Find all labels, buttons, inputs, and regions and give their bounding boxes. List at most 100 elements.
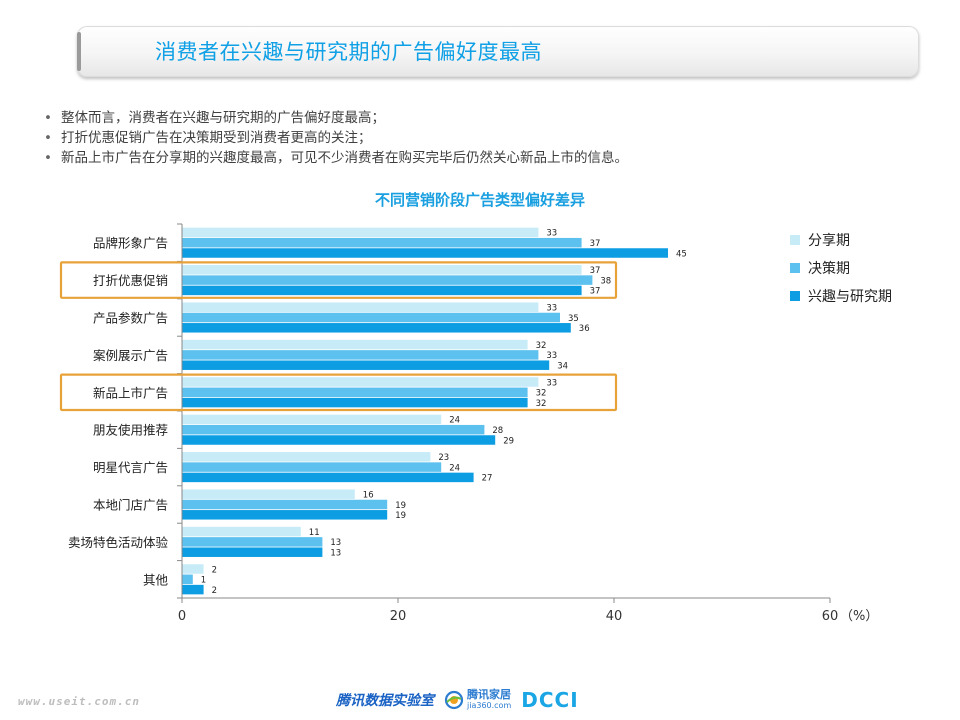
x-axis-unit: （%）	[840, 609, 878, 624]
bar	[182, 397, 528, 408]
legend-label: 分享期	[808, 233, 850, 249]
bar	[182, 237, 582, 248]
bar	[182, 435, 496, 445]
legend-swatch	[790, 263, 800, 273]
bar	[182, 265, 582, 275]
legend-item: 分享期	[790, 226, 892, 254]
summary-bullets: 整体而言，消费者在兴趣与研究期的广告偏好度最高； 打折优惠促销广告在决策期受到消…	[44, 108, 628, 168]
bar	[182, 302, 539, 312]
highlight-box	[59, 373, 618, 412]
title-bar	[77, 26, 919, 77]
bar	[182, 489, 355, 499]
bullet-item: 新品上市广告在分享期的兴趣度最高，可见不少消费者在购买完毕后仍然关心新品上市的信…	[44, 148, 628, 168]
category-label: 明星代言广告	[93, 460, 168, 475]
bar	[182, 574, 193, 585]
category-label: 新品上市广告	[93, 385, 168, 400]
data-label: 38	[600, 276, 611, 286]
page-title: 消费者在兴趣与研究期的广告偏好度最高	[155, 40, 542, 64]
bar	[182, 472, 474, 483]
bar	[182, 547, 323, 557]
data-label: 23	[438, 453, 449, 463]
data-label: 32	[536, 399, 547, 409]
data-label: 2	[212, 586, 217, 596]
legend-item: 兴趣与研究期	[790, 282, 892, 310]
bullet-item: 打折优惠促销广告在决策期受到消费者更高的关注；	[44, 128, 628, 148]
bar	[182, 526, 301, 537]
bar	[182, 360, 550, 370]
category-label: 其他	[143, 572, 169, 587]
legend-swatch	[790, 235, 800, 245]
bar	[182, 227, 539, 238]
bar	[182, 564, 204, 574]
bar	[182, 584, 204, 595]
legend-swatch	[790, 291, 800, 301]
data-label: 37	[590, 266, 601, 276]
bar	[182, 387, 528, 398]
data-label: 36	[579, 324, 590, 334]
data-label: 16	[363, 490, 374, 500]
data-label: 29	[503, 436, 514, 446]
data-label: 24	[449, 416, 460, 426]
data-label: 19	[395, 511, 406, 521]
data-label: 35	[568, 314, 579, 324]
category-label: 打折优惠促销	[93, 273, 168, 288]
bar	[182, 452, 431, 462]
bar	[182, 248, 668, 258]
bar	[182, 499, 388, 510]
x-tick-label: 40	[606, 609, 623, 624]
data-label: 33	[546, 378, 557, 388]
x-tick-label: 0	[178, 609, 186, 624]
jiaju-globe-icon	[444, 690, 464, 710]
data-label: 2	[212, 565, 217, 575]
data-label: 45	[676, 249, 687, 259]
data-label: 13	[330, 538, 341, 548]
bar	[182, 462, 442, 472]
category-label: 本地门店广告	[93, 498, 168, 513]
data-label: 32	[536, 389, 547, 399]
data-label: 34	[557, 361, 568, 371]
category-label: 品牌形象广告	[93, 236, 168, 251]
bar	[182, 377, 539, 387]
chart-title: 不同营销阶段广告类型偏好差异	[374, 191, 585, 209]
data-label: 24	[449, 463, 460, 473]
category-label: 案例展示广告	[93, 348, 168, 363]
bar	[182, 285, 582, 296]
bar	[182, 339, 528, 350]
data-label: 27	[482, 474, 493, 484]
bar	[182, 424, 485, 435]
jiaju-logo-sub: jia360.com	[467, 701, 512, 710]
category-label: 卖场特色活动体验	[68, 535, 169, 550]
data-label: 13	[330, 548, 341, 558]
legend-item: 决策期	[790, 254, 892, 282]
bar	[182, 323, 571, 333]
category-label: 朋友使用推荐	[93, 423, 168, 438]
bar	[182, 350, 539, 360]
data-label: 1	[201, 576, 206, 586]
jiaju-logo-text: 腾讯家居	[467, 688, 511, 701]
bar	[182, 312, 560, 323]
footer-logos: 腾讯数据实验室 腾讯家居 jia360.com DCCI	[336, 688, 579, 712]
legend-label: 兴趣与研究期	[808, 289, 892, 305]
data-label: 11	[309, 528, 320, 538]
bar	[182, 275, 593, 285]
data-label: 28	[492, 426, 503, 436]
x-tick-label: 60	[822, 609, 839, 624]
data-label: 33	[546, 303, 557, 313]
data-label: 32	[536, 341, 547, 351]
dcci-logo: DCCI	[521, 688, 579, 712]
data-label: 33	[546, 229, 557, 239]
title-accent-bar	[77, 32, 81, 71]
bullet-item: 整体而言，消费者在兴趣与研究期的广告偏好度最高；	[44, 108, 628, 128]
bar	[182, 537, 323, 547]
data-label: 37	[590, 287, 601, 297]
tencent-jiaju-logo: 腾讯家居 jia360.com	[444, 689, 511, 711]
tencent-data-lab-logo: 腾讯数据实验室	[336, 693, 434, 709]
bar	[182, 414, 442, 425]
data-label: 19	[395, 501, 406, 511]
category-label: 产品参数广告	[93, 311, 168, 326]
chart-legend: 分享期 决策期 兴趣与研究期	[790, 226, 892, 310]
x-tick-label: 20	[390, 609, 407, 624]
data-label: 37	[590, 239, 601, 249]
highlight-box	[59, 261, 618, 299]
